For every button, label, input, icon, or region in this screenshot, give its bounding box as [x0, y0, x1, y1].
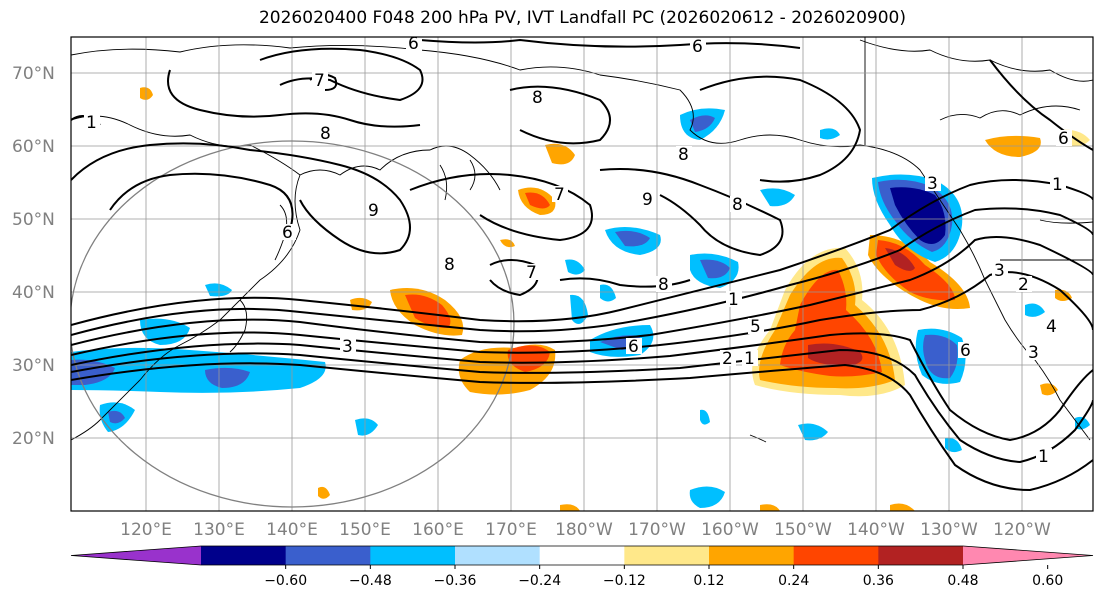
lon-label: 160°W [701, 520, 759, 540]
lat-label: 50°N [12, 210, 55, 230]
landfall-region-circle [71, 140, 515, 508]
lon-label: 160°E [412, 520, 464, 540]
lat-label: 60°N [12, 137, 55, 157]
contour-label: 9 [642, 190, 653, 210]
contour-label: 9 [368, 201, 379, 221]
colorbar-extend-low [71, 546, 201, 565]
colorbar-segment [709, 546, 795, 565]
contour-labels: 6 6 8 8 9 8 9 8 7 8 7 8 1 5 [84, 34, 1072, 467]
contour-label: 6 [960, 341, 971, 361]
contour-label: 8 [532, 88, 543, 108]
contour-label: 3 [342, 337, 353, 357]
lon-label: 130°E [193, 520, 245, 540]
contour-label: 2 [722, 349, 733, 369]
contour-label: 1 [1038, 447, 1049, 467]
colorbar-segment [455, 546, 541, 565]
pv-contours [71, 38, 1093, 492]
contour-label: 7 [526, 263, 537, 283]
lat-label: 40°N [12, 283, 55, 303]
colorbar-tick-label: 0.60 [1032, 573, 1063, 589]
colorbar-tick-label: −0.36 [434, 573, 477, 589]
lon-label: 130°W [920, 520, 978, 540]
colorbar-tick-label: −0.24 [518, 573, 561, 589]
lon-label: 140°E [266, 520, 318, 540]
contour-label: 6 [692, 37, 703, 57]
colorbar-tick-label: 0.48 [947, 573, 978, 589]
colorbar-segment [201, 546, 287, 565]
contour-label: 2 [1018, 275, 1029, 295]
contour-label: 8 [732, 195, 743, 215]
lon-label: 180°W [555, 520, 613, 540]
colorbar-segment [285, 546, 371, 565]
lon-label: 120°E [120, 520, 172, 540]
colorbar-extend-high [963, 546, 1093, 565]
colorbar-segment [370, 546, 456, 565]
latitude-labels: 70°N 60°N 50°N 40°N 30°N 20°N [12, 64, 55, 449]
contour-label: 8 [678, 145, 689, 165]
contour-label: 6 [628, 337, 639, 357]
colorbar-tick-label: −0.12 [603, 573, 646, 589]
contour-label: 8 [658, 275, 669, 295]
lon-label: 170°W [628, 520, 686, 540]
longitude-labels: 120°E 130°E 140°E 150°E 160°E 170°E 180°… [120, 520, 1051, 540]
lon-label: 150°W [774, 520, 832, 540]
contour-label: 1 [86, 113, 97, 133]
colorbar: −0.60 −0.48 −0.36 −0.24 −0.12 0.12 0.24 0.36 0.4… [70, 545, 1094, 589]
map-title: 2026020400 F048 200 hPa PV, IVT Landfall… [258, 8, 906, 28]
colorbar-tick-label: 0.24 [778, 573, 809, 589]
colorbar-segment [878, 546, 964, 565]
contour-label: 8 [444, 255, 455, 275]
contour-label: 6 [408, 34, 419, 54]
contour-label: 7 [554, 185, 565, 205]
lon-label: 150°E [339, 520, 391, 540]
colorbar-segment [539, 546, 625, 565]
colorbar-tick-label: 0.36 [863, 573, 894, 589]
contour-label: 3 [994, 261, 1005, 281]
contour-label: 1 [728, 290, 739, 310]
colorbar-tick-label: −0.48 [349, 573, 392, 589]
negative-anomaly-shading [71, 108, 1090, 508]
colorbar-outline [70, 545, 1094, 566]
contour-label: 3 [927, 174, 938, 194]
colorbar-segment [793, 546, 879, 565]
lon-label: 170°E [485, 520, 537, 540]
lon-label: 120°W [993, 520, 1051, 540]
contour-label: 7 [314, 71, 325, 91]
contour-label: 3 [1028, 343, 1039, 363]
colorbar-tick-label: −0.60 [264, 573, 307, 589]
map-frame [70, 36, 1094, 512]
contour-label: 8 [320, 124, 331, 144]
lat-label: 70°N [12, 64, 55, 84]
lon-label: 140°W [847, 520, 905, 540]
contour-label: 6 [282, 223, 293, 243]
contour-label: 5 [750, 317, 761, 337]
lat-label: 20°N [12, 429, 55, 449]
lat-label: 30°N [12, 356, 55, 376]
contour-label: 1 [1052, 175, 1063, 195]
contour-label: 6 [1058, 129, 1069, 149]
contour-label: 4 [1046, 317, 1057, 337]
colorbar-segment [624, 546, 710, 565]
colorbar-tick-label: 0.12 [693, 573, 724, 589]
contour-label: 1 [744, 349, 755, 369]
